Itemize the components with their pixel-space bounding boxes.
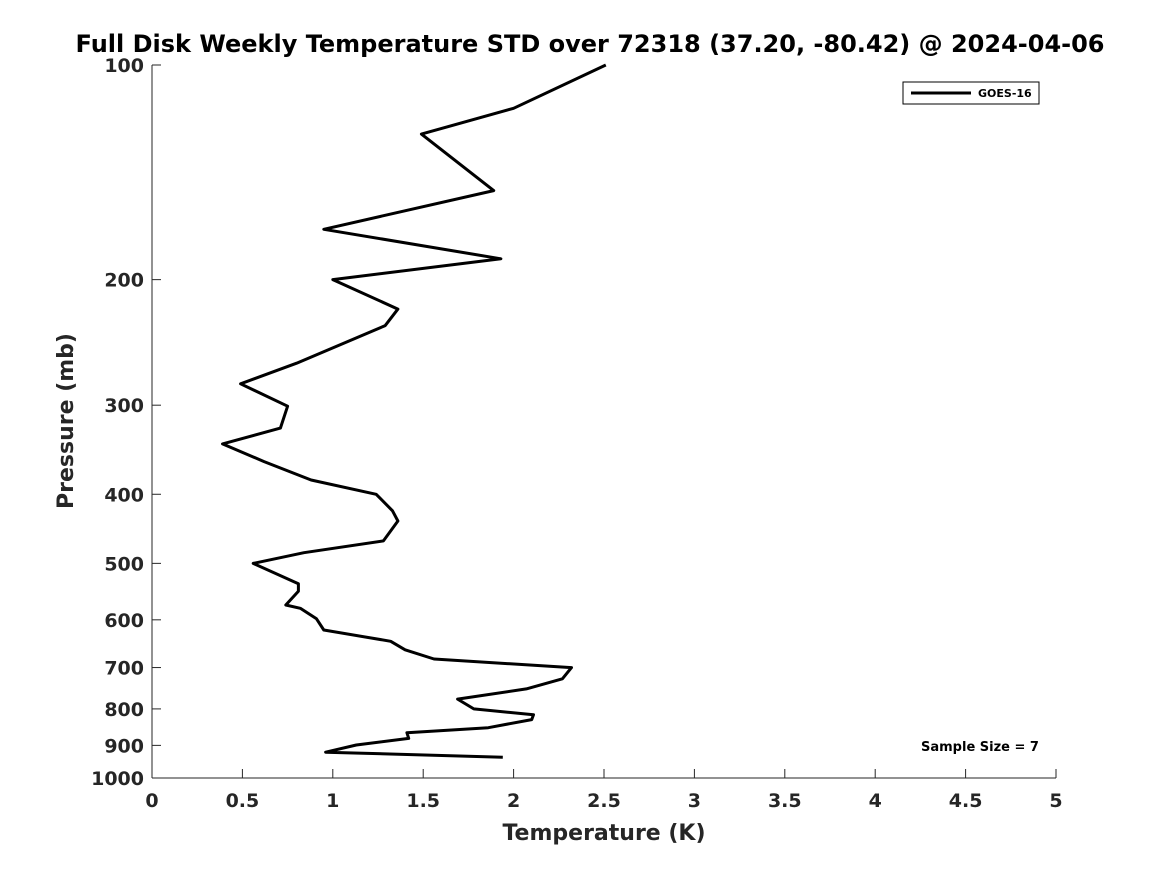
y-tick-label: 600 [104, 610, 144, 632]
y-tick-label: 400 [104, 484, 144, 506]
legend-label: GOES-16 [978, 87, 1032, 100]
x-axis-label: Temperature (K) [502, 821, 705, 846]
series-line-goes-16 [221, 63, 607, 759]
y-tick-label: 1000 [91, 768, 144, 790]
x-tick-label: 3 [688, 790, 701, 812]
x-tick-label: 0.5 [226, 790, 260, 812]
x-ticks: 0 0.5 1 1.5 2 2.5 3 3.5 4 4.5 5 [145, 769, 1063, 812]
y-tick-label: 700 [104, 658, 144, 680]
x-tick-label: 4.5 [949, 790, 983, 812]
y-tick-label: 300 [104, 395, 144, 417]
y-tick-label: 100 [104, 55, 144, 77]
x-tick-label: 1 [326, 790, 339, 812]
y-tick-label: 800 [104, 699, 144, 721]
x-tick-label: 2.5 [587, 790, 621, 812]
x-tick-label: 0 [145, 790, 158, 812]
x-tick-label: 3.5 [768, 790, 802, 812]
legend: GOES-16 [902, 81, 1040, 105]
y-axis-label: Pressure (mb) [54, 333, 79, 509]
y-tick-label: 900 [104, 735, 144, 757]
x-tick-label: 4 [869, 790, 882, 812]
sample-size-annotation: Sample Size = 7 [921, 740, 1039, 755]
x-tick-label: 2 [507, 790, 520, 812]
y-tick-label: 200 [104, 270, 144, 292]
y-ticks: 100 200 300 400 500 600 700 800 900 1000 [91, 55, 161, 790]
x-tick-label: 5 [1049, 790, 1062, 812]
x-tick-label: 1.5 [406, 790, 440, 812]
y-tick-label: 500 [104, 553, 144, 575]
chart-title: Full Disk Weekly Temperature STD over 72… [76, 30, 1105, 58]
